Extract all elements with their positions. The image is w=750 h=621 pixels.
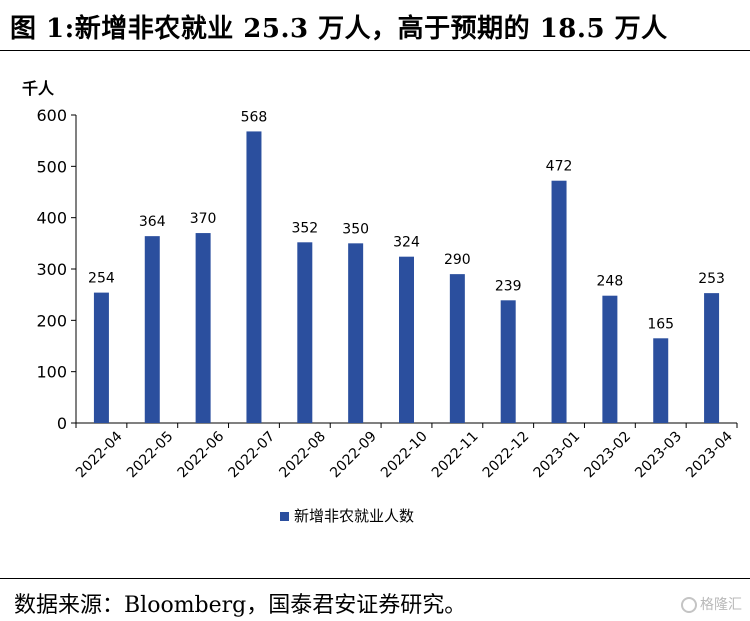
y-tick-label: 0 <box>57 414 67 433</box>
y-tick-label: 500 <box>36 157 67 176</box>
bar <box>704 293 720 423</box>
y-tick-label: 400 <box>36 209 67 228</box>
x-axis: 2022-042022-052022-062022-072022-082022-… <box>73 422 738 482</box>
bars: 254 364 370 568 352 350 324 290 239 472 248 165 253 <box>88 109 725 423</box>
y-tick-label: 200 <box>36 311 67 330</box>
x-tick-label: 2022-08 <box>276 429 329 482</box>
bar <box>500 300 516 423</box>
y-tick-label: 100 <box>36 363 67 382</box>
data-label: 568 <box>241 109 268 125</box>
footer-divider <box>0 578 750 579</box>
x-tick-label: 2022-05 <box>124 429 177 482</box>
bar <box>195 233 211 423</box>
x-tick-label: 2023-04 <box>683 428 736 481</box>
data-label: 254 <box>88 271 115 287</box>
bar <box>348 243 364 423</box>
bar <box>246 131 262 423</box>
title-divider <box>0 50 750 51</box>
data-label: 290 <box>444 252 471 268</box>
x-tick-label: 2022-07 <box>226 429 279 482</box>
bar <box>602 295 618 423</box>
x-tick-label: 2022-04 <box>73 428 126 481</box>
data-label: 248 <box>597 274 624 290</box>
legend-swatch <box>280 512 289 521</box>
bar <box>653 338 669 423</box>
data-label: 370 <box>190 211 217 227</box>
source-note: 数据来源：Bloomberg，国泰君安证券研究。 <box>14 593 467 618</box>
legend: 新增非农就业人数 <box>280 507 414 525</box>
data-label: 324 <box>393 235 420 251</box>
x-tick-label: 2023-02 <box>581 429 634 482</box>
x-tick-label: 2022-09 <box>327 429 380 482</box>
bar <box>297 242 313 423</box>
x-tick-label: 2022-06 <box>175 428 228 481</box>
data-label: 472 <box>546 159 573 175</box>
bar <box>399 256 414 423</box>
y-tick-label: 600 <box>36 106 67 125</box>
data-label: 350 <box>342 221 369 237</box>
y-tick-label: 300 <box>36 260 67 279</box>
x-tick-label: 2022-10 <box>378 429 431 482</box>
data-label: 253 <box>698 271 725 287</box>
bar <box>93 292 109 423</box>
data-label: 239 <box>495 278 522 294</box>
x-tick-label: 2023-01 <box>531 429 584 482</box>
bar <box>551 180 567 423</box>
legend-label: 新增非农就业人数 <box>294 507 414 525</box>
gelonghui-logo-icon <box>681 597 697 613</box>
bar <box>144 236 160 423</box>
data-label: 364 <box>139 214 166 230</box>
y-axis: 0 100 200 300 400 500 600 <box>36 106 77 433</box>
x-tick-label: 2023-03 <box>632 429 685 482</box>
watermark: 格隆汇 <box>681 594 742 614</box>
figure-title: 图 1:新增非农就业 25.3 万人，高于预期的 18.5 万人 <box>10 14 668 44</box>
x-tick-label: 2022-11 <box>429 429 482 482</box>
data-label: 165 <box>647 316 674 332</box>
data-label: 352 <box>291 220 318 236</box>
watermark-text: 格隆汇 <box>700 597 742 613</box>
x-tick-label: 2022-12 <box>480 429 533 482</box>
y-unit-label: 千人 <box>22 79 55 98</box>
bar <box>449 274 465 423</box>
